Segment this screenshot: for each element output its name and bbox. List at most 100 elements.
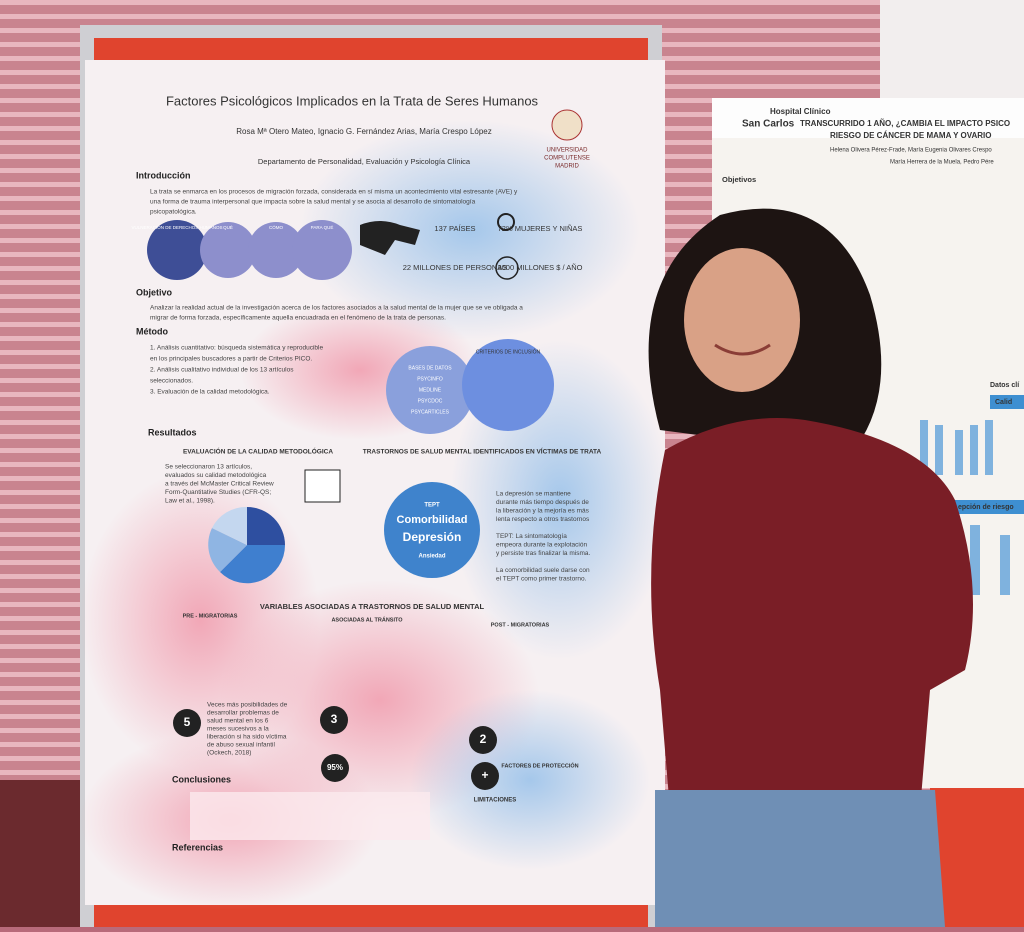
body-text: en los principales buscadores a partir d…: [150, 356, 312, 363]
body-text: durante más tiempo después de: [496, 499, 589, 506]
watercolor: [410, 690, 650, 870]
bar-shape: [935, 425, 943, 475]
side-header: [712, 98, 1024, 138]
smile: [714, 343, 771, 356]
side-bars: [920, 420, 1010, 595]
bar-shape: [920, 420, 928, 475]
jeans: [655, 790, 945, 927]
stat: 137 PAÍSES: [434, 224, 475, 233]
badge-label: 3: [331, 712, 338, 726]
body-text: COMPLUTENSE: [544, 156, 590, 162]
bar-shape: [970, 425, 978, 475]
side-title: TRANSCURRIDO 1 AÑO, ¿CAMBIA EL IMPACTO P…: [800, 119, 1010, 128]
badge-label: 95%: [327, 763, 343, 772]
bar-shape: [970, 525, 980, 595]
database: PSYCDOC: [418, 398, 443, 404]
side-title: RIESGO DE CÁNCER DE MAMA Y OVARIO: [830, 131, 992, 140]
body-text: desarrollar problemas de: [207, 710, 279, 717]
body-text: Law et al., 1998).: [165, 498, 215, 505]
body-text: La depresión se mantiene: [496, 491, 571, 498]
person: [648, 208, 973, 927]
subheading: LIMITACIONES: [474, 798, 517, 804]
body-text: UNIVERSIDAD: [546, 148, 588, 154]
stat: 3000 MILLONES $ / AÑO: [497, 263, 582, 272]
main-poster: [80, 60, 670, 910]
side-panel: [930, 780, 1024, 927]
body-text: evaluados su calidad metodológica: [165, 472, 267, 479]
section-heading: Objetivo: [136, 287, 173, 297]
column-heading: PRE - MIGRATORIAS: [183, 613, 238, 619]
circle: [147, 220, 207, 280]
body-text: La trata se enmarca en los procesos de m…: [150, 189, 518, 196]
badge-label: +: [481, 768, 488, 782]
body-text: Veces más posibilidades de: [207, 702, 288, 709]
body-text: seleccionados.: [150, 378, 193, 385]
body-text: de abuso sexual infantil: [207, 742, 275, 749]
bar-shape: [985, 420, 993, 475]
database-bubble: [386, 346, 474, 434]
subheading: FACTORES DE PROTECCIÓN: [501, 761, 578, 769]
cloud-word: TEPT: [424, 503, 440, 509]
body-text: (Ockech, 2018): [207, 750, 251, 757]
pie-slice: [220, 545, 286, 584]
cloud-word: Comorbilidad: [397, 514, 468, 526]
column-heading: POST - MIGRATORIAS: [491, 622, 550, 628]
female-icon: [497, 213, 515, 231]
badges: [173, 706, 499, 790]
body-text: psicopatológica.: [150, 209, 197, 216]
body-text: migrar de forma forzada, específicamente…: [150, 315, 446, 322]
body-text: Form-Quantitative Studies (CFR-QS;: [165, 489, 271, 496]
university-logo: [551, 109, 583, 141]
body-text: TEPT: La sintomatología: [496, 533, 567, 540]
word-cloud: [384, 482, 480, 578]
body-text: empeora durante la explotación: [496, 542, 587, 549]
pie-slice: [212, 506, 247, 545]
world-map: [360, 221, 420, 255]
circle-label: VULNERACIÓN DE DERECHOS HUMANOS: [131, 224, 222, 230]
column-heading: ASOCIADAS AL TRÁNSITO: [331, 616, 403, 623]
criteria-label: CRITERIOS DE INCLUSIÓN: [476, 348, 541, 355]
wall: [880, 0, 1024, 110]
section-heading: Referencias: [172, 842, 223, 852]
subheading: TRASTORNOS DE SALUD MENTAL IDENTIFICADOS…: [363, 447, 602, 456]
body-text: el TEPT como primer trastorno.: [496, 576, 587, 583]
side-heading: Calid: [995, 399, 1012, 406]
body-text: salud mental en los 6: [207, 718, 269, 725]
conclusion-box: [190, 792, 430, 840]
body-text: Analizar la realidad actual de la invest…: [150, 305, 523, 312]
poster-department: Departamento de Personalidad, Evaluación…: [258, 157, 471, 166]
pie-slice: [247, 507, 285, 545]
badge: [173, 709, 201, 737]
database: MEDLINE: [419, 387, 442, 393]
criteria-bubble: [462, 339, 554, 431]
bar-shape: [1000, 535, 1010, 595]
cloud-word: Depresión: [403, 530, 462, 544]
body-text: y persiste tras finalizar la misma.: [496, 550, 590, 557]
cloud-word: Ansiedad: [418, 554, 445, 560]
body-text: La comorbilidad suele darse con: [496, 567, 590, 574]
body-text: Se seleccionaron 13 artículos,: [165, 464, 252, 471]
bar-shape: [955, 430, 963, 475]
subheading: EVALUACIÓN DE LA CALIDAD METODOLÓGICA: [183, 447, 333, 456]
pie-slice: [208, 528, 247, 572]
badge: [320, 706, 348, 734]
section-heading: Resultados: [148, 427, 197, 437]
section-heading: Introducción: [136, 170, 191, 180]
database: BASES DE DATOS: [408, 365, 452, 371]
hospital-name: San Carlos: [742, 119, 795, 130]
badge: [321, 754, 349, 782]
body-text: 2. Análisis cualitativo individual de lo…: [150, 367, 294, 374]
side-authors: Helena Olivera Pérez-Frade, María Eugeni…: [830, 148, 992, 154]
circle-label: PARA QUÉ: [311, 224, 334, 230]
watercolor: [300, 120, 640, 340]
body-text: MADRID: [555, 164, 579, 170]
badge-label: 5: [184, 715, 191, 729]
circle: [248, 222, 304, 278]
subheading: VARIABLES ASOCIADAS A TRASTORNOS DE SALU…: [260, 602, 485, 611]
face: [684, 248, 800, 392]
database: PSYCINFO: [417, 376, 443, 382]
body-text: una forma de trauma interpersonal que im…: [150, 199, 476, 206]
poster-title: Factores Psicológicos Implicados en la T…: [166, 93, 539, 108]
side-heading: Datos clí: [990, 382, 1020, 389]
